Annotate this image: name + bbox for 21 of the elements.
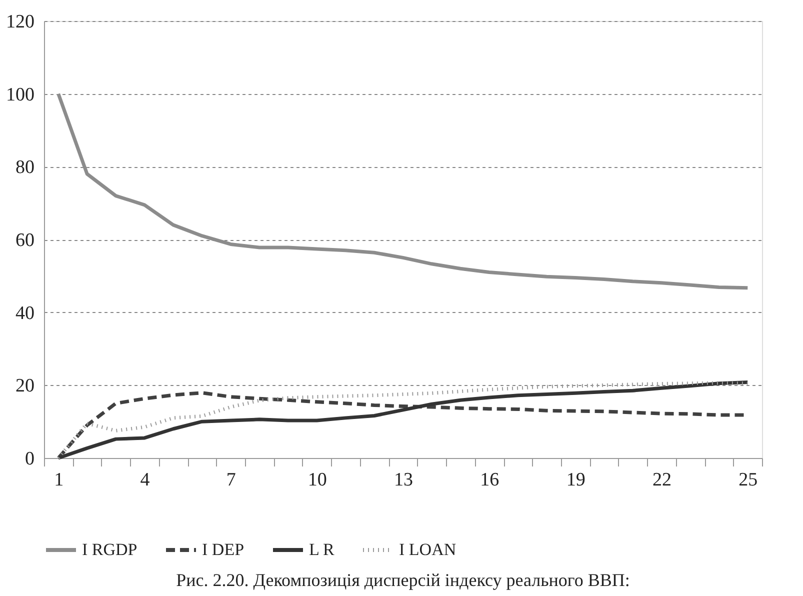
x-tick-label: 25 xyxy=(738,470,758,490)
legend-label: I DEP xyxy=(202,540,244,559)
y-tick-label: 80 xyxy=(16,157,34,178)
x-tick-label: 1 xyxy=(54,470,64,490)
y-tick-label: 100 xyxy=(6,84,34,106)
x-tick-label: 10 xyxy=(308,470,327,490)
legend-label: I RGDP xyxy=(82,540,138,559)
y-tick-label: 120 xyxy=(6,12,34,32)
text: Рис. 2.20. Декомпозиція дисперсій індексу реального ВВП: xyxy=(176,570,630,590)
x-tick-label: 7 xyxy=(226,470,236,490)
y-tick-label: 60 xyxy=(16,230,34,251)
x-tick-label: 13 xyxy=(394,470,413,490)
x-tick-label: 22 xyxy=(652,470,672,490)
legend-label: I LOAN xyxy=(399,540,456,559)
x-tick-label: 4 xyxy=(140,470,150,490)
y-tick-label: 0 xyxy=(25,448,34,470)
y-tick-label: 20 xyxy=(16,376,34,397)
y-tick-label: 40 xyxy=(16,302,34,324)
x-tick-label: 19 xyxy=(566,470,586,490)
x-tick-label: 16 xyxy=(480,470,500,490)
legend-label: L R xyxy=(309,540,336,559)
